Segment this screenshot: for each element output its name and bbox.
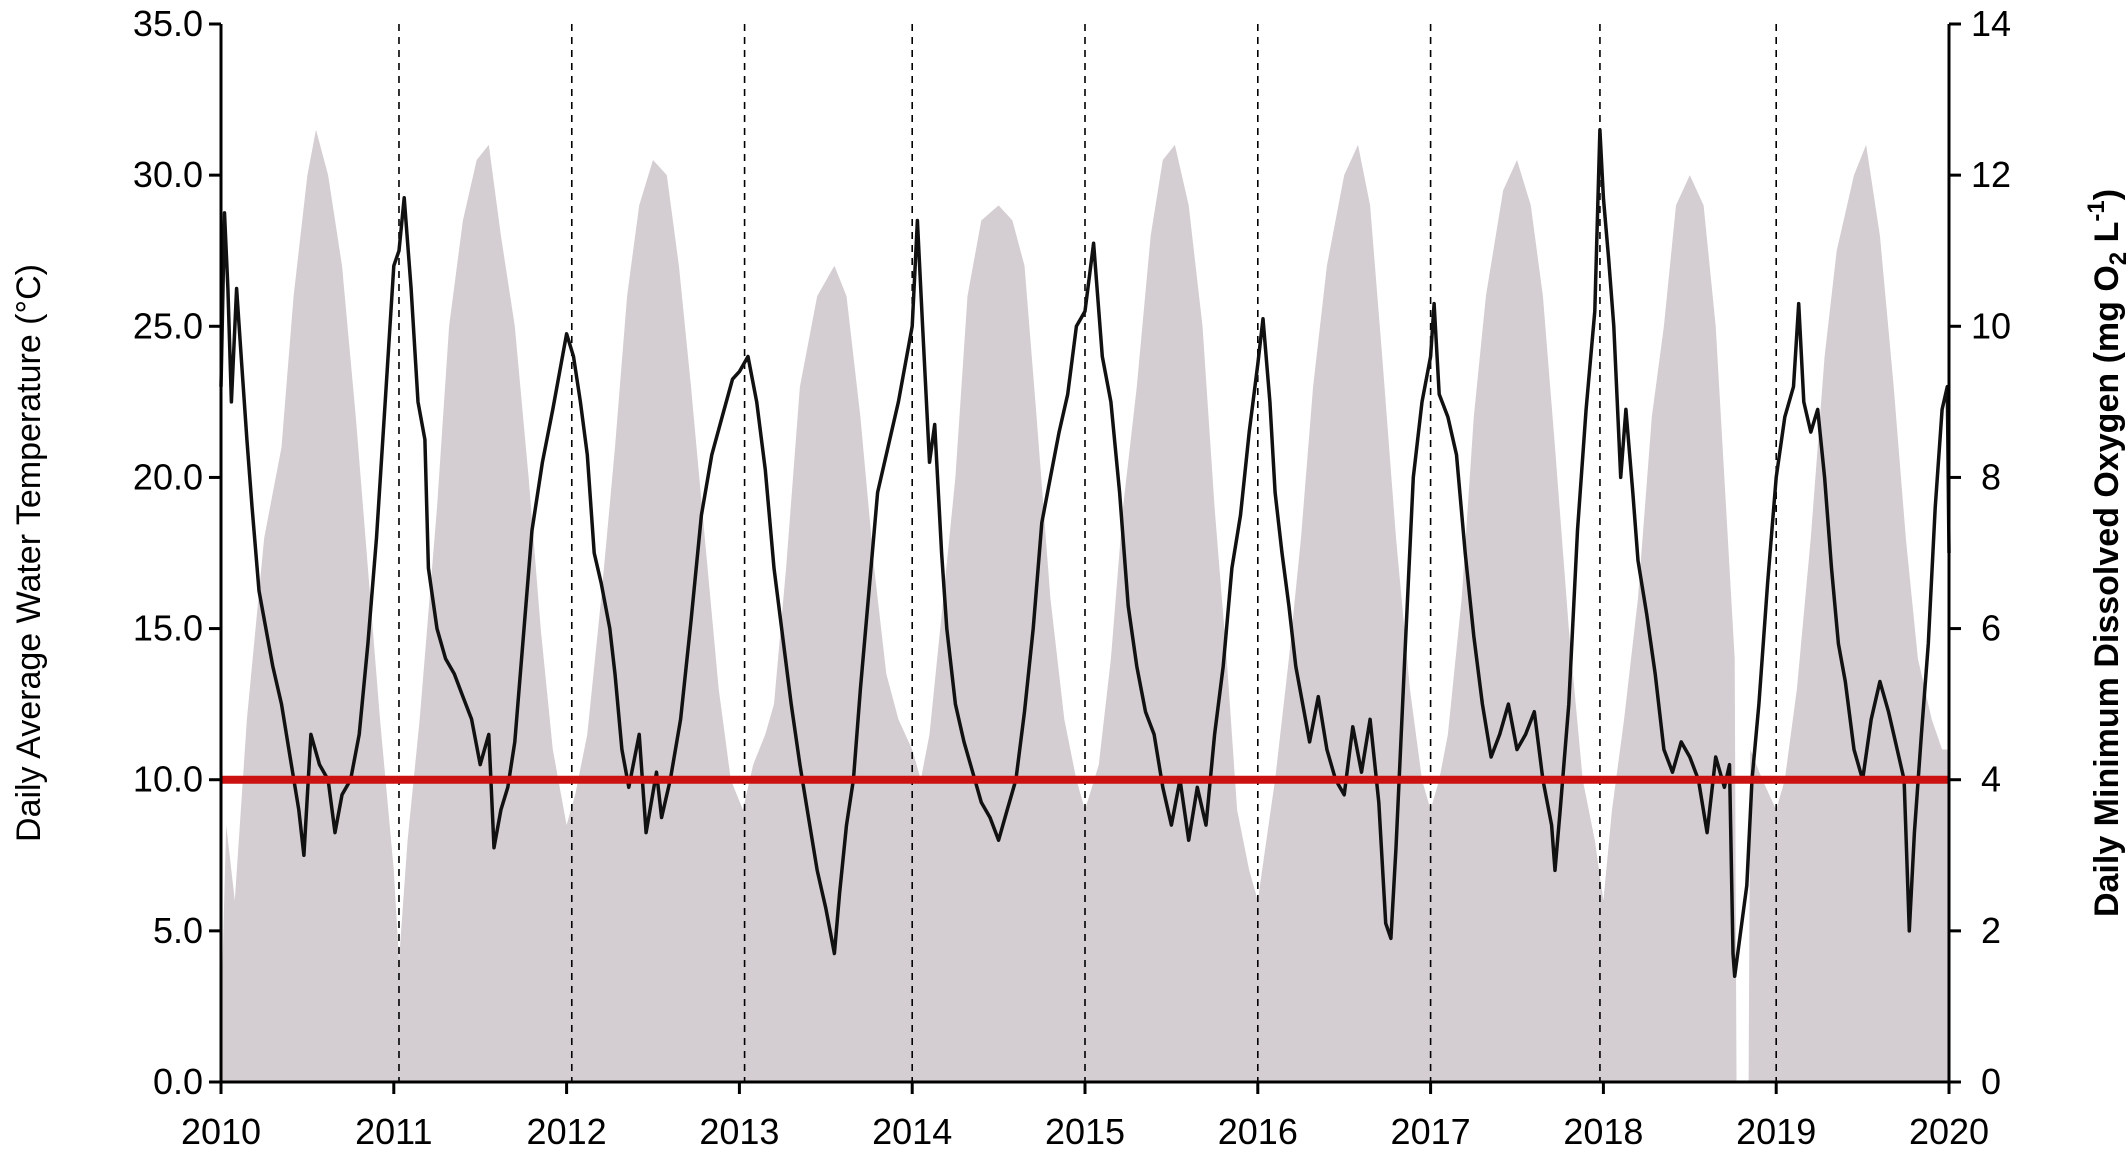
- x-tick-label: 2010: [181, 1111, 261, 1152]
- x-tick-label: 2016: [1218, 1111, 1298, 1152]
- y-tick-label: 15.0: [133, 608, 203, 649]
- y-tick-label: 35.0: [133, 3, 203, 44]
- y2-tick-label: 14: [1971, 3, 2011, 44]
- y-tick-label: 0.0: [153, 1061, 203, 1102]
- dissolved-oxygen-line: [219, 128, 1951, 978]
- temperature-area-layer: [221, 129, 1949, 1083]
- y2-title-subscript: 2: [2105, 252, 2128, 265]
- temperature-area: [221, 129, 1949, 1083]
- y2-tick-label: 6: [1981, 608, 2001, 649]
- x-tick-label: 2011: [355, 1111, 432, 1152]
- y-tick-label: 30.0: [133, 154, 203, 195]
- y2-tick-label: 8: [1981, 456, 2001, 497]
- y-tick-label: 5.0: [153, 910, 203, 951]
- y2-tick-label: 10: [1971, 305, 2011, 346]
- x-tick-label: 2012: [527, 1111, 607, 1152]
- y-tick-label: 10.0: [133, 759, 203, 800]
- y-axis-title-left: Daily Average Water Temperature (°C): [10, 264, 48, 842]
- dissolved-oxygen-layer: [219, 128, 1951, 978]
- y2-title-superscript: -1: [2083, 200, 2110, 221]
- y2-tick-label: 12: [1971, 154, 2011, 195]
- y2-tick-label: 2: [1981, 910, 2001, 951]
- y2-title-suffix: ): [2088, 189, 2126, 200]
- y-tick-label: 20.0: [133, 456, 203, 497]
- x-tick-label: 2018: [1563, 1111, 1643, 1152]
- x-tick-label: 2019: [1736, 1111, 1816, 1152]
- x-tick-label: 2014: [872, 1111, 952, 1152]
- y2-title-middle: L: [2088, 222, 2126, 252]
- y-tick-label: 25.0: [133, 305, 203, 346]
- x-tick-label: 2013: [699, 1111, 779, 1152]
- x-tick-label: 2015: [1045, 1111, 1125, 1152]
- y2-title-prefix: Daily Minimum Dissolved Oxygen (mg O: [2088, 265, 2126, 917]
- y-axis-title-right: Daily Minimum Dissolved Oxygen (mg O2 L-…: [2083, 189, 2128, 917]
- tick-layer: 0.0 5.0 10.0 15.0 20.0 25.0 30.0 35.0 0 2 4 6 8 10 12 1…: [133, 3, 2011, 1152]
- x-tick-label: 2017: [1391, 1111, 1471, 1152]
- x-tick-label: 2020: [1909, 1111, 1989, 1152]
- y2-tick-label: 4: [1981, 759, 2001, 800]
- y2-tick-label: 0: [1981, 1061, 2001, 1102]
